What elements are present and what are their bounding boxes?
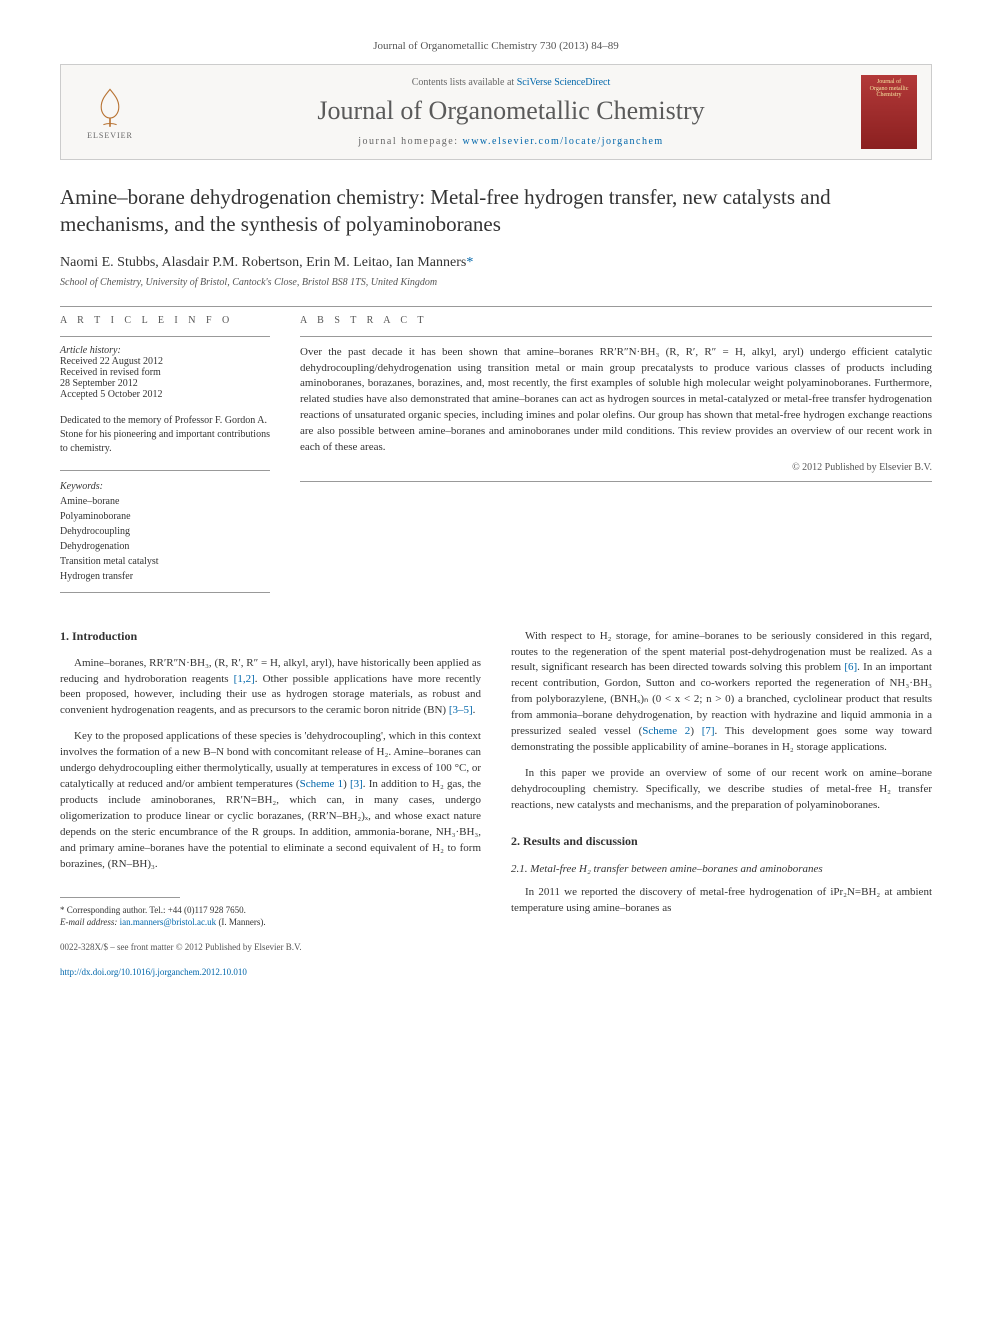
- doi-value[interactable]: 10.1016/j.jorganchem.2012.10.010: [121, 967, 247, 977]
- abstract-copyright: © 2012 Published by Elsevier B.V.: [300, 462, 932, 473]
- keywords-block: Keywords: Amine–borane Polyaminoborane D…: [60, 479, 270, 584]
- elsevier-tree-icon: [88, 85, 132, 129]
- right-paragraph-2: In this paper we provide an overview of …: [511, 766, 932, 814]
- revised-line1: Received in revised form: [60, 367, 270, 378]
- doi-line: http://dx.doi.org/10.1016/j.jorganchem.2…: [60, 966, 481, 979]
- cover-line1: Journal of: [877, 79, 901, 86]
- right-paragraph-3: In 2011 we reported the discovery of met…: [511, 885, 932, 917]
- abstract-divider-2: [300, 481, 932, 482]
- body-columns: 1. Introduction Amine–boranes, RR′R″N·BH…: [60, 629, 932, 979]
- article-history: Article history: Received 22 August 2012…: [60, 345, 270, 400]
- intro-heading: 1. Introduction: [60, 629, 481, 644]
- received-date: Received 22 August 2012: [60, 356, 270, 367]
- email-address[interactable]: ian.manners@bristol.ac.uk: [120, 917, 217, 927]
- journal-header: ELSEVIER Contents lists available at Sci…: [60, 64, 932, 160]
- intro-p2c: . In addition to H₂ gas, the products in…: [60, 778, 481, 870]
- keyword-5: Transition metal catalyst: [60, 554, 270, 569]
- keyword-3: Dehydrocoupling: [60, 524, 270, 539]
- ref-1-2[interactable]: [1,2]: [234, 673, 255, 685]
- corresponding-author-line: * Corresponding author. Tel.: +44 (0)117…: [60, 904, 481, 917]
- email-suffix: (I. Manners).: [216, 917, 265, 927]
- homepage-url[interactable]: www.elsevier.com/locate/jorganchem: [462, 136, 663, 147]
- accepted-date: Accepted 5 October 2012: [60, 389, 270, 400]
- keywords-label: Keywords:: [60, 479, 270, 494]
- footnote-block: * Corresponding author. Tel.: +44 (0)117…: [60, 904, 481, 929]
- right-paragraph-1: With respect to H₂ storage, for amine–bo…: [511, 629, 932, 757]
- sciverse-link[interactable]: SciVerse ScienceDirect: [517, 77, 611, 88]
- authors-line: Naomi E. Stubbs, Alasdair P.M. Robertson…: [60, 255, 932, 271]
- header-center: Contents lists available at SciVerse Sci…: [161, 77, 861, 147]
- affiliation: School of Chemistry, University of Brist…: [60, 277, 932, 288]
- right-p1c: ): [690, 725, 701, 737]
- ref-3[interactable]: [3]: [350, 778, 363, 790]
- cover-line3: Chemistry: [877, 92, 902, 99]
- journal-homepage: journal homepage: www.elsevier.com/locat…: [161, 136, 861, 147]
- left-column: 1. Introduction Amine–boranes, RR′R″N·BH…: [60, 629, 481, 979]
- ref-6[interactable]: [6]: [844, 661, 857, 673]
- intro-p2b: ): [343, 778, 350, 790]
- ref-3-5[interactable]: [3–5]: [449, 704, 473, 716]
- keyword-6: Hydrogen transfer: [60, 569, 270, 584]
- page-container: Journal of Organometallic Chemistry 730 …: [0, 0, 992, 1018]
- subsection-2-1: 2.1. Metal-free H₂ transfer between amin…: [511, 863, 932, 875]
- keyword-2: Polyaminoborane: [60, 509, 270, 524]
- article-info-label: A R T I C L E I N F O: [60, 315, 270, 326]
- abstract-label: A B S T R A C T: [300, 315, 932, 326]
- authors-names: Naomi E. Stubbs, Alasdair P.M. Robertson…: [60, 255, 466, 270]
- article-info-column: A R T I C L E I N F O Article history: R…: [60, 315, 270, 601]
- scheme-1-link[interactable]: Scheme 1: [300, 778, 344, 790]
- keyword-4: Dehydrogenation: [60, 539, 270, 554]
- doi-prefix[interactable]: http://dx.doi.org/: [60, 967, 121, 977]
- info-abstract-row: A R T I C L E I N F O Article history: R…: [60, 315, 932, 601]
- intro-paragraph-1: Amine–boranes, RR′R″N·BH₃, (R, R′, R″ = …: [60, 656, 481, 720]
- email-line: E-mail address: ian.manners@bristol.ac.u…: [60, 916, 481, 929]
- journal-cover-thumbnail: Journal of Organo metallic Chemistry: [861, 75, 917, 149]
- revised-line2: 28 September 2012: [60, 378, 270, 389]
- dedication: Dedicated to the memory of Professor F. …: [60, 414, 270, 456]
- contents-available: Contents lists available at SciVerse Sci…: [161, 77, 861, 88]
- keyword-1: Amine–borane: [60, 494, 270, 509]
- results-heading: 2. Results and discussion: [511, 834, 932, 849]
- divider-top: [60, 306, 932, 307]
- history-label: Article history:: [60, 345, 270, 356]
- elsevier-label: ELSEVIER: [87, 131, 133, 140]
- article-title: Amine–borane dehydrogenation chemistry: …: [60, 184, 932, 239]
- email-label: E-mail address:: [60, 917, 120, 927]
- issn-copyright: 0022-328X/$ – see front matter © 2012 Pu…: [60, 941, 481, 954]
- info-divider-3: [60, 592, 270, 593]
- homepage-label: journal homepage:: [358, 136, 462, 147]
- ref-7[interactable]: [7]: [702, 725, 715, 737]
- intro-p1c: .: [473, 704, 476, 716]
- scheme-2-link[interactable]: Scheme 2: [642, 725, 690, 737]
- cover-line2: Organo metallic: [870, 86, 909, 93]
- contents-prefix: Contents lists available at: [412, 77, 517, 88]
- footnote-separator: [60, 897, 180, 898]
- abstract-text: Over the past decade it has been shown t…: [300, 345, 932, 457]
- elsevier-logo: ELSEVIER: [75, 77, 145, 147]
- journal-reference: Journal of Organometallic Chemistry 730 …: [60, 40, 932, 52]
- intro-paragraph-2: Key to the proposed applications of thes…: [60, 729, 481, 872]
- corresponding-mark[interactable]: *: [466, 255, 473, 270]
- info-divider-1: [60, 336, 270, 337]
- right-column: With respect to H₂ storage, for amine–bo…: [511, 629, 932, 979]
- info-divider-2: [60, 470, 270, 471]
- abstract-column: A B S T R A C T Over the past decade it …: [300, 315, 932, 601]
- abstract-divider-1: [300, 336, 932, 337]
- journal-title: Journal of Organometallic Chemistry: [161, 96, 861, 126]
